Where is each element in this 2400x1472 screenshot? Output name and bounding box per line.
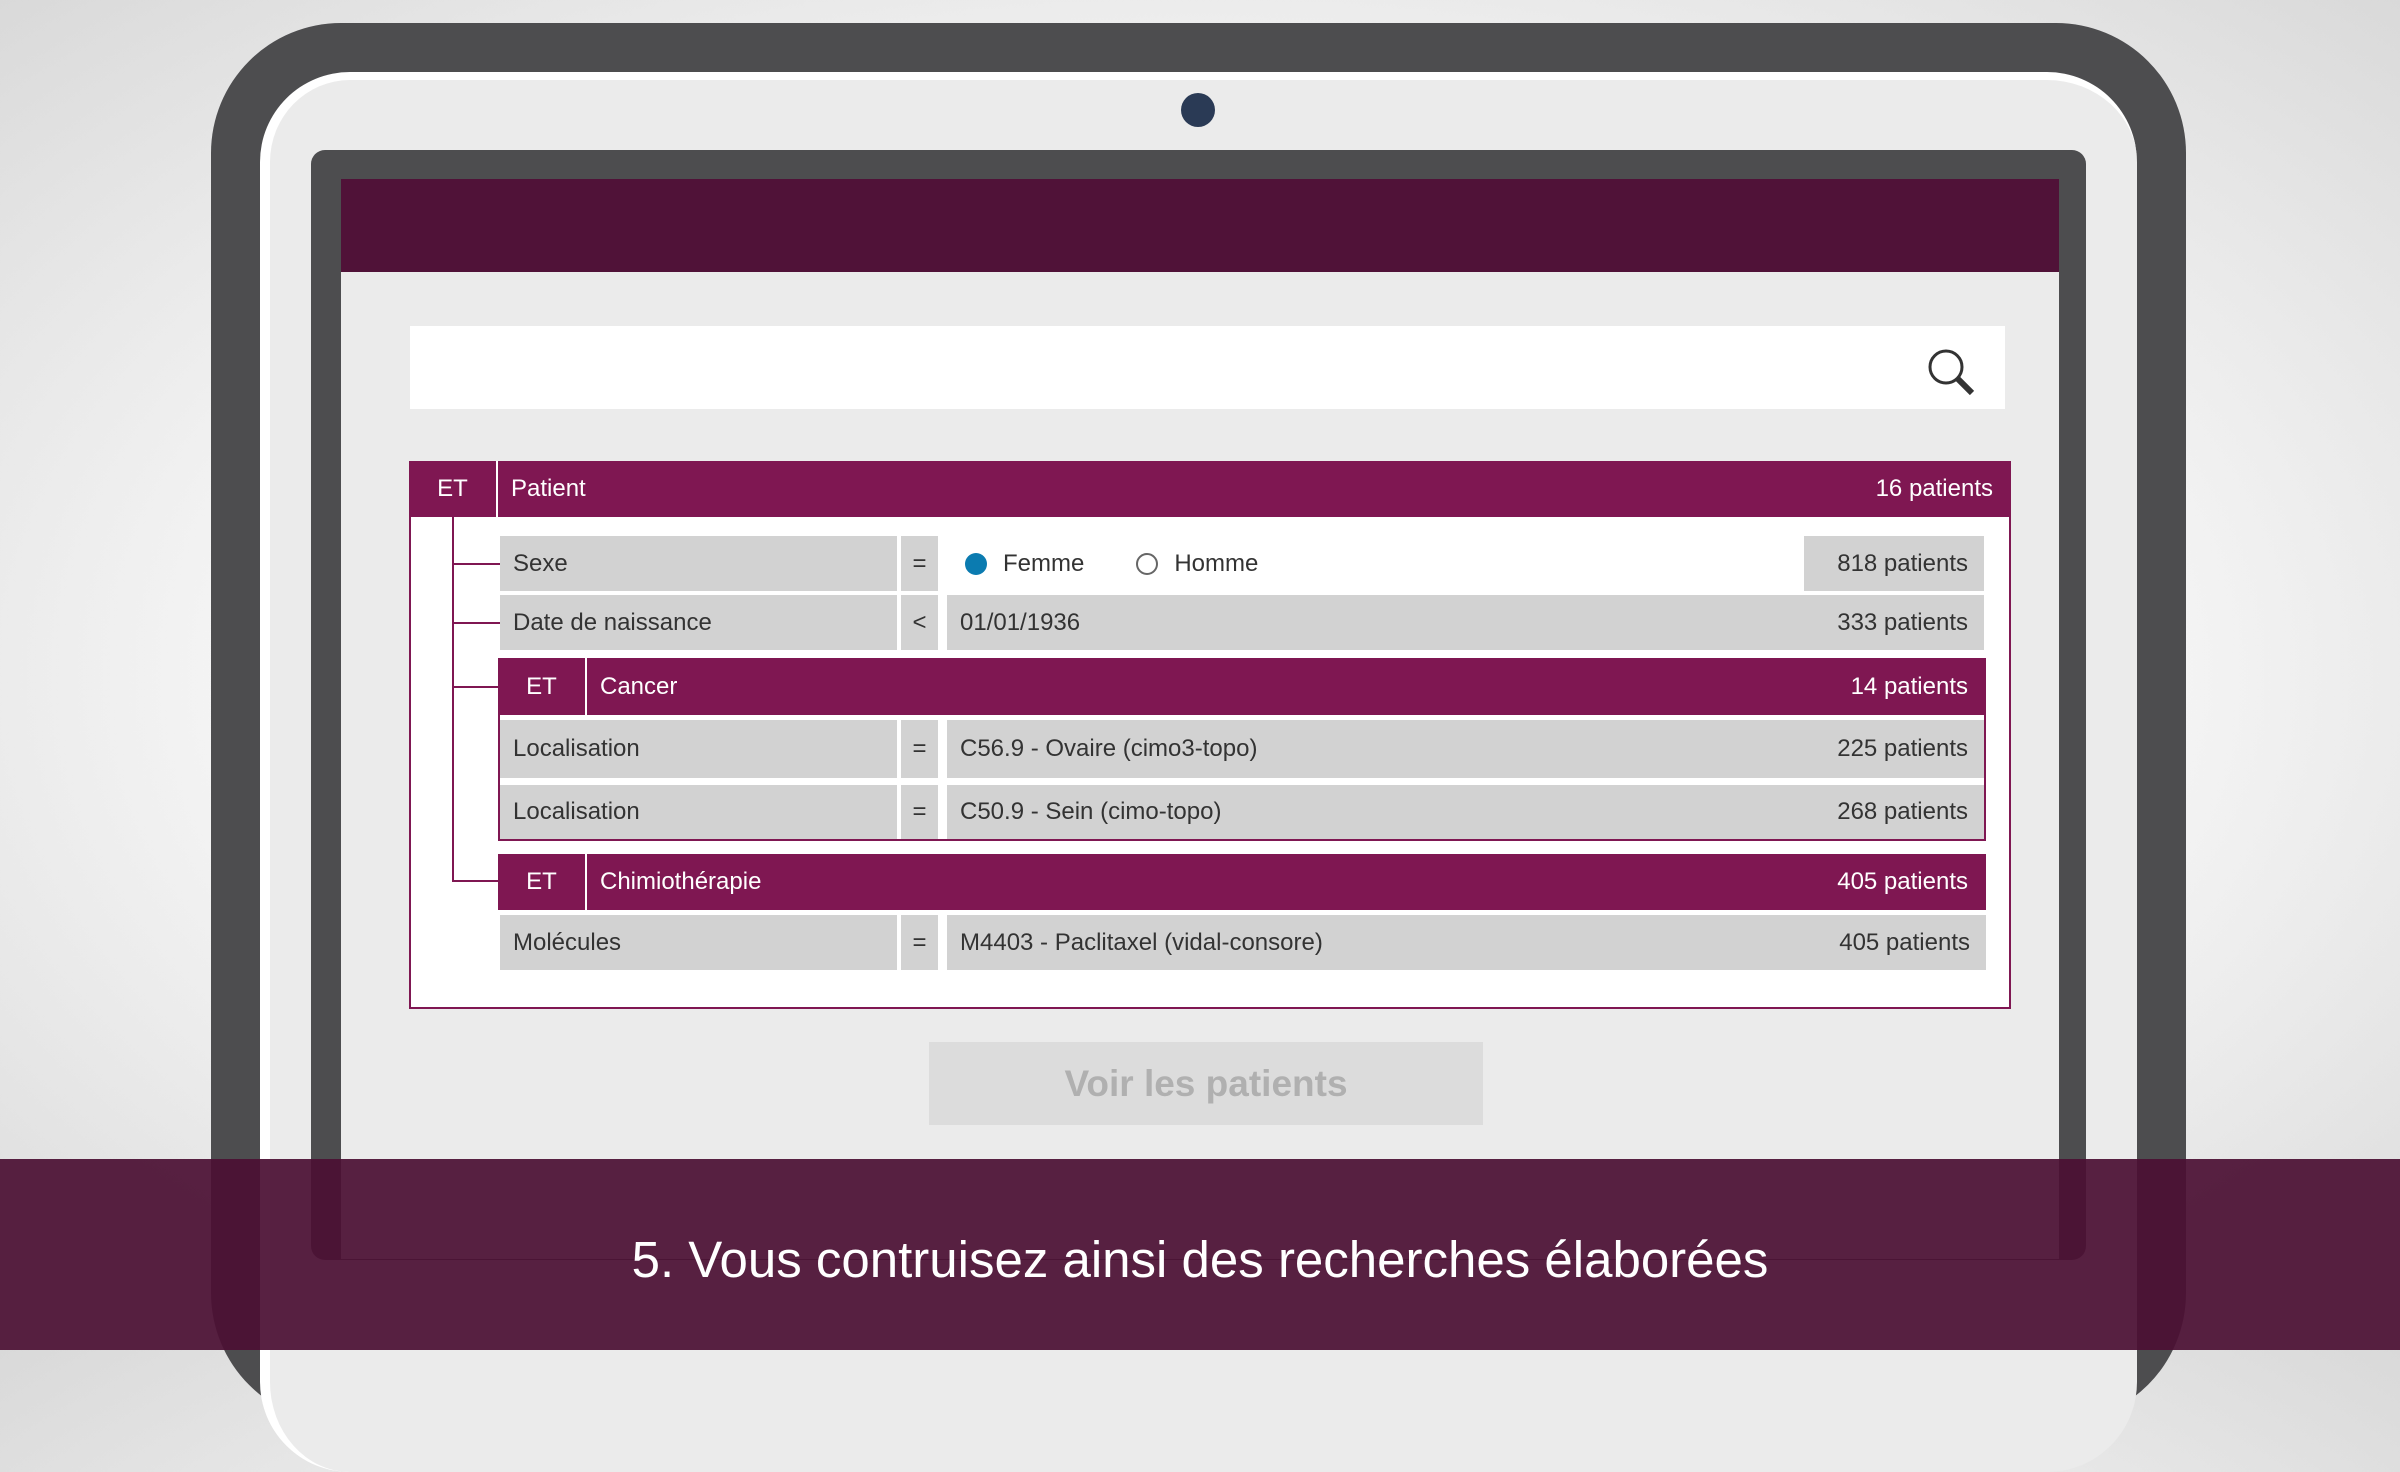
search-input[interactable] [410, 326, 2005, 409]
criterion-operator[interactable]: = [901, 915, 938, 970]
group-title: Patient [511, 475, 586, 502]
criterion-operator[interactable]: = [901, 720, 938, 778]
group-count: 16 patients [1875, 475, 1993, 502]
search-icon[interactable] [1925, 346, 1977, 398]
criterion-label: Date de naissance [500, 595, 897, 650]
criterion-operator[interactable]: = [901, 785, 938, 839]
group-count: 405 patients [1837, 868, 1968, 895]
criterion-count: 333 patients [1837, 595, 1984, 650]
group-header-cancer[interactable]: ET Cancer 14 patients [498, 658, 1986, 715]
group-title: Cancer [600, 672, 678, 700]
criterion-count: 405 patients [1839, 915, 1986, 970]
criterion-count: 268 patients [1837, 785, 1984, 839]
criterion-value[interactable]: C56.9 - Ovaire (cimo3-topo) [947, 720, 1838, 778]
criterion-count: 818 patients [1804, 536, 1984, 591]
criterion-label: Localisation [500, 785, 897, 839]
criterion-label: Molécules [500, 915, 897, 970]
tree-branch [452, 563, 500, 565]
sex-radio-group: Femme Homme [938, 536, 1804, 591]
group-header-patient[interactable]: ET Patient 16 patients [409, 461, 2011, 517]
tree-branch [452, 622, 500, 624]
criterion-count: 225 patients [1837, 720, 1984, 778]
tree-branch [452, 880, 500, 882]
criterion-operator[interactable]: = [901, 536, 938, 591]
radio-femme[interactable]: Femme [965, 550, 1084, 578]
criterion-row-date-naissance: Date de naissance < 01/01/1936 333 patie… [500, 595, 1984, 650]
group-operator[interactable]: ET [498, 658, 587, 715]
criterion-operator[interactable]: < [901, 595, 938, 650]
group-header-chimiotherapie[interactable]: ET Chimiothérapie 405 patients [498, 854, 1986, 910]
criterion-row-sexe: Sexe = Femme Homme 818 patients [500, 536, 1984, 591]
camera-icon [1181, 93, 1215, 127]
criterion-row-localisation: Localisation = C50.9 - Sein (cimo-topo) … [500, 785, 1984, 839]
group-operator[interactable]: ET [498, 854, 587, 910]
criterion-row-molecules: Molécules = M4403 - Paclitaxel (vidal-co… [500, 915, 1986, 970]
app-header-bar [341, 179, 2059, 272]
criterion-label: Sexe [500, 536, 897, 591]
show-patients-button[interactable]: Voir les patients [929, 1042, 1483, 1125]
group-operator[interactable]: ET [409, 461, 498, 517]
tree-line [452, 517, 454, 881]
tree-branch [452, 686, 500, 688]
criterion-value[interactable]: M4403 - Paclitaxel (vidal-consore) [947, 915, 1840, 970]
caption-banner: 5. Vous contruisez ainsi des recherches … [0, 1159, 2400, 1350]
criterion-row-localisation: Localisation = C56.9 - Ovaire (cimo3-top… [500, 720, 1984, 778]
radio-selected-icon[interactable] [965, 553, 987, 576]
radio-unselected-icon[interactable] [1136, 553, 1159, 576]
criterion-value[interactable]: 01/01/1936 [947, 595, 1838, 650]
group-count: 14 patients [1850, 672, 1968, 700]
group-title: Chimiothérapie [600, 868, 762, 895]
criterion-label: Localisation [500, 720, 897, 778]
radio-homme[interactable]: Homme [1136, 550, 1258, 578]
radio-label: Homme [1174, 549, 1259, 577]
radio-label: Femme [1003, 549, 1085, 577]
criterion-value[interactable]: C50.9 - Sein (cimo-topo) [947, 785, 1838, 839]
